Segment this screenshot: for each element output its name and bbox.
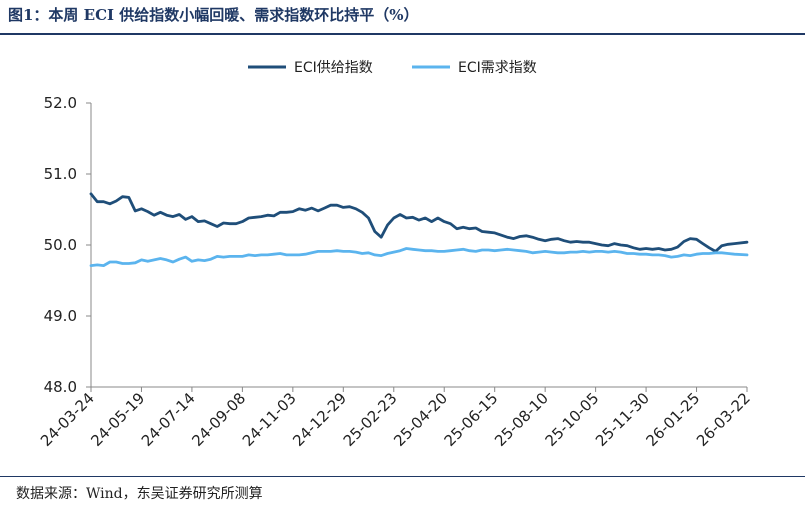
x-tick-label: 26-01-25: [642, 389, 703, 450]
series-lines: [89, 192, 749, 267]
y-tick-label: 52.0: [44, 94, 77, 112]
x-tick-label: 24-05-19: [87, 389, 148, 450]
x-tick-label: 25-08-10: [491, 389, 552, 450]
y-tick-label: 51.0: [44, 165, 77, 183]
chart-title: 图1：本周 ECI 供给指数小幅回暖、需求指数环比持平（%）: [8, 6, 419, 24]
x-tick-label: 25-11-30: [592, 389, 653, 450]
footer-divider: [0, 476, 805, 477]
legend: ECI供给指数 ECI需求指数: [248, 60, 537, 76]
x-tick-label: 25-10-05: [542, 389, 603, 450]
y-tick-label: 50.0: [44, 236, 77, 254]
x-tick-label: 24-09-08: [188, 389, 249, 450]
x-tick-label: 24-07-14: [138, 389, 199, 450]
x-tick-label: 25-02-23: [340, 389, 401, 450]
x-tick-label: 25-06-15: [441, 389, 502, 450]
series-line-demand: [89, 247, 749, 267]
y-axis: 52.0 51.0 50.0 49.0 48.0: [44, 94, 92, 396]
legend-label-demand: ECI需求指数: [458, 60, 537, 76]
x-tick-label: 24-12-29: [289, 389, 350, 450]
line-chart: 52.051.050.049.048.0 24-03-2424-05-1924-…: [37, 60, 754, 450]
x-tick-label: 26-03-22: [693, 389, 754, 450]
x-tick-label: 25-04-20: [390, 389, 451, 450]
x-tick-label: 24-03-24: [37, 389, 98, 450]
x-axis: 24-03-2424-05-1924-07-1424-09-0824-11-03…: [37, 386, 754, 450]
y-tick-label: 49.0: [44, 307, 77, 325]
series-line-supply: [89, 192, 749, 253]
legend-label-supply: ECI供给指数: [294, 60, 373, 76]
source-note: 数据来源：Wind，东吴证券研究所测算: [16, 486, 263, 502]
title-divider: [0, 33, 805, 35]
y-tick-label: 48.0: [44, 378, 77, 396]
x-tick-label: 24-11-03: [239, 389, 300, 450]
